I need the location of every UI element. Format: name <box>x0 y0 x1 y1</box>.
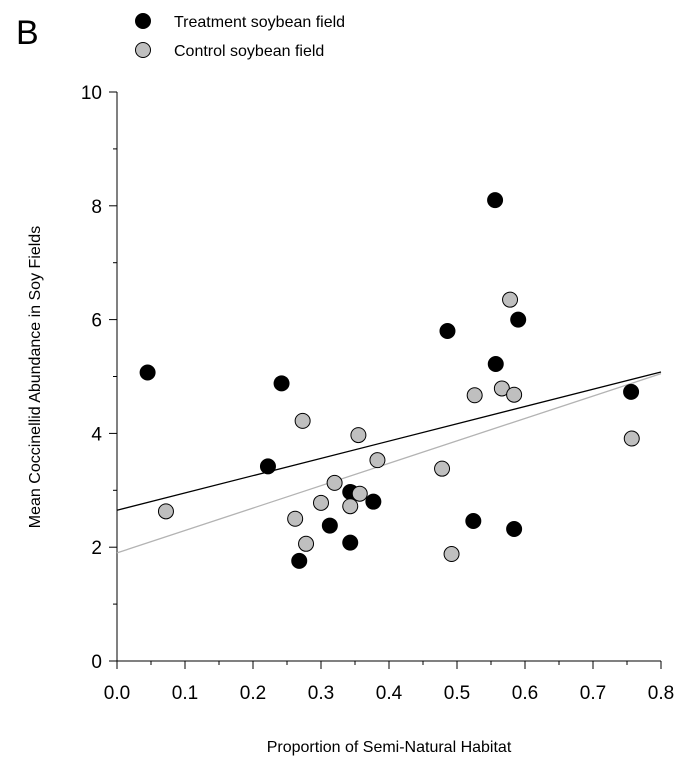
y-tick-label: 6 <box>91 311 102 332</box>
x-tick-label: 0.7 <box>580 683 606 704</box>
point-treatment <box>510 311 527 328</box>
point-control <box>350 427 367 444</box>
point-treatment <box>439 322 456 339</box>
x-tick-label: 0.1 <box>172 683 198 704</box>
point-control <box>369 452 386 469</box>
point-control <box>506 386 523 403</box>
y-axis-label: Mean Coccinellid Abundance in Soy Fields <box>27 226 44 528</box>
x-tick-label: 0.5 <box>444 683 470 704</box>
point-treatment <box>623 383 640 400</box>
point-control <box>623 430 640 447</box>
point-control <box>326 474 343 491</box>
panel-label: B <box>16 14 39 52</box>
fit-line-control <box>116 373 662 554</box>
point-control <box>313 494 329 511</box>
x-tick-label: 0.4 <box>376 683 403 704</box>
point-treatment <box>321 517 338 534</box>
point-control <box>443 546 460 563</box>
y-tick-label: 8 <box>91 197 102 218</box>
x-axis-label: Proportion of Semi-Natural Habitat <box>267 739 512 756</box>
point-treatment <box>273 375 290 392</box>
point-control <box>157 503 174 520</box>
x-tick-label: 0.3 <box>308 683 334 704</box>
point-treatment <box>487 192 504 209</box>
point-control <box>351 485 368 502</box>
point-treatment <box>259 458 276 475</box>
fit-line-treatment <box>116 371 662 511</box>
axes: 0.0 0.1 0.2 0.3 0.4 0.5 0.6 0.7 0.8 0 2 4 6 8 10 <box>81 83 674 704</box>
y-tick-label: 2 <box>91 538 102 559</box>
point-treatment <box>506 520 523 537</box>
point-treatment <box>465 513 482 530</box>
point-control <box>287 510 304 527</box>
legend-marker-treatment <box>135 13 151 29</box>
point-treatment <box>342 534 359 551</box>
point-treatment <box>139 364 156 381</box>
x-tick-label: 0.0 <box>104 683 130 704</box>
y-tick-label: 10 <box>81 83 102 104</box>
point-treatment <box>291 552 308 569</box>
point-control <box>342 498 359 515</box>
legend-label-treatment: Treatment soybean field <box>174 14 345 31</box>
point-treatment <box>487 355 504 372</box>
y-tick-label: 4 <box>91 424 102 445</box>
x-tick-label: 0.2 <box>240 683 266 704</box>
legend-marker-control <box>135 42 151 58</box>
data-points <box>139 192 640 569</box>
point-treatment <box>365 493 382 510</box>
point-control <box>298 535 315 552</box>
fit-lines <box>116 371 662 554</box>
point-control <box>434 460 451 477</box>
x-tick-label: 0.6 <box>512 683 538 704</box>
point-control <box>502 291 519 308</box>
x-tick-label: 0.8 <box>648 683 674 704</box>
point-control <box>294 412 311 429</box>
legend: Treatment soybean field Control soybean … <box>135 13 345 60</box>
y-tick-label: 0 <box>91 652 102 673</box>
legend-label-control: Control soybean field <box>174 43 324 60</box>
point-control <box>466 387 483 404</box>
